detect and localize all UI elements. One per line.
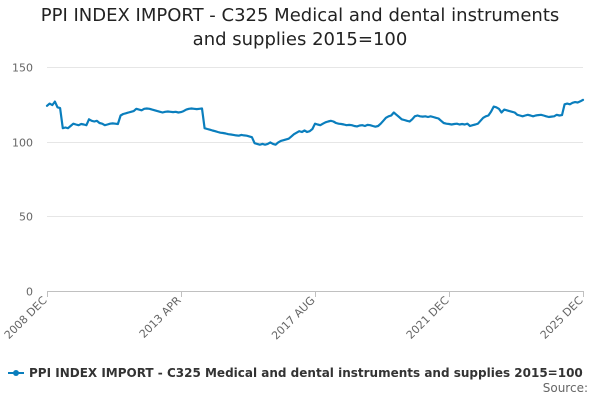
x-tick-label: 2013 APR <box>137 294 184 341</box>
y-tick-label: 0 <box>26 286 33 299</box>
series-line <box>45 98 585 146</box>
chart-title-line-2: and supplies 2015=100 <box>192 29 408 50</box>
y-tick-label: 50 <box>19 211 33 224</box>
legend-line-marker-icon <box>8 368 24 378</box>
x-tick-label: 2017 AUG <box>269 294 318 343</box>
x-tick-label: 2008 DEC <box>2 294 50 342</box>
x-tick-label: 2021 DEC <box>404 294 452 342</box>
source-label: Source: <box>542 381 588 395</box>
legend[interactable]: PPI INDEX IMPORT - C325 Medical and dent… <box>8 364 583 382</box>
legend-label: PPI INDEX IMPORT - C325 Medical and dent… <box>29 366 583 380</box>
y-tick-label: 150 <box>12 62 33 75</box>
y-tick-label: 100 <box>12 137 33 150</box>
chart-title-line-1: PPI INDEX IMPORT - C325 Medical and dent… <box>40 5 560 26</box>
chart-title: PPI INDEX IMPORT - C325 Medical and dent… <box>0 4 600 52</box>
x-tick-label: 2025 DEC <box>538 294 586 342</box>
